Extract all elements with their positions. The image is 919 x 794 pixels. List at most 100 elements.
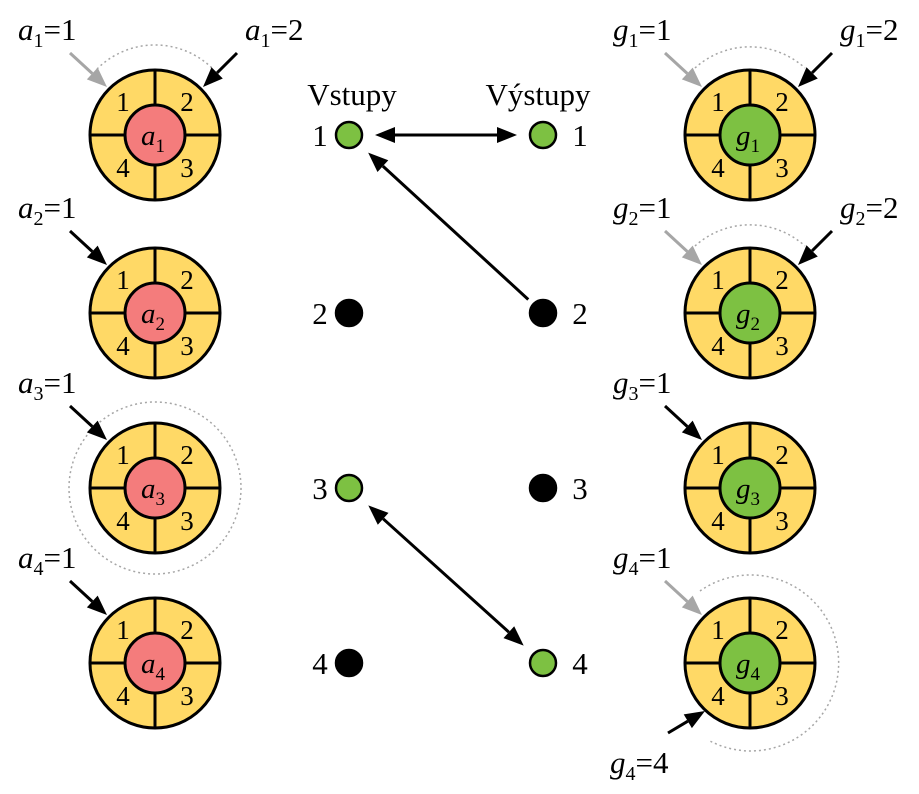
node-dot [334, 473, 364, 503]
sector-label-1: 1 [711, 265, 725, 295]
pointer-arrow [798, 51, 834, 87]
wheel-center [123, 281, 187, 345]
arrow-shaft [68, 51, 94, 75]
arrow-shaft [68, 404, 94, 428]
node-dot [528, 473, 558, 503]
position-label-a2-1: a2=1 [18, 190, 76, 230]
sector-label-2: 2 [775, 615, 789, 645]
arrowhead [86, 595, 107, 615]
node-dot [334, 120, 364, 150]
arrowhead [683, 711, 705, 729]
sector-label-3: 3 [775, 331, 789, 361]
wheel-center-label: a4 [141, 648, 166, 685]
sector-label-2: 2 [180, 265, 194, 295]
pointer-arrow [68, 404, 107, 440]
output-node-4: 4 [528, 646, 588, 681]
arrowhead [86, 245, 107, 265]
output-node-2: 2 [528, 296, 588, 331]
connection-arrow-2 [368, 152, 530, 301]
arrow-shaft [663, 229, 689, 253]
arrow-shaft [216, 51, 239, 74]
output-wheel-2: 1 2 3 4 g2 g2=1 g2=2 [613, 190, 898, 380]
node-dot [528, 298, 558, 328]
wheel-center-label: g3 [736, 473, 760, 510]
output-wheel-4: 1 2 3 4 g4 g4=1 g4=4 [610, 540, 840, 785]
wheels: 1 2 3 4 a1 a1=1 a1=2 1 2 3 4 a2 a2=1 1 2 3 4 a3 a3=1 1 2 3 4 a4… [18, 12, 898, 785]
orbit-arc [699, 574, 840, 752]
output-wheel-1: 1 2 3 4 g1 g1=1 g1=2 [613, 12, 898, 202]
wheel-center [718, 103, 782, 167]
sector-label-2: 2 [775, 87, 789, 117]
position-label-g4-1: g4=1 [613, 540, 671, 580]
node-label: 4 [312, 646, 328, 681]
wheel-center [123, 103, 187, 167]
arrow-shaft [663, 579, 689, 603]
arrow-shaft [667, 719, 689, 735]
arrow-shaft [811, 51, 834, 74]
output-node-1: 1 [528, 118, 588, 153]
node-label: 3 [572, 471, 588, 506]
connection-lines [368, 127, 530, 646]
node-label: 1 [312, 118, 328, 153]
sector-label-4: 4 [116, 681, 130, 711]
sector-label-3: 3 [180, 331, 194, 361]
orbit-circle [68, 401, 242, 575]
sector-label-1: 1 [116, 265, 130, 295]
output-wheel-3: 1 2 3 4 g3 g3=1 [613, 365, 817, 555]
wheel-center [718, 456, 782, 520]
arrowhead [86, 420, 107, 440]
pointer-arrow [68, 229, 107, 265]
pointer-arrow [663, 229, 702, 265]
sector-label-3: 3 [180, 506, 194, 536]
orbit-arc [96, 44, 214, 70]
node-dot [334, 298, 364, 328]
input-node-3: 3 [312, 471, 364, 506]
sector-label-1: 1 [711, 440, 725, 470]
sector-label-3: 3 [180, 681, 194, 711]
arrowhead [497, 127, 517, 143]
wheel-center-label: a2 [141, 298, 165, 335]
outputs-header: Výstupy [485, 77, 591, 112]
sector-label-3: 3 [180, 153, 194, 183]
pointer-arrow [663, 404, 702, 440]
arrowhead [503, 626, 524, 646]
arrowhead [798, 245, 818, 265]
arrowhead [681, 595, 702, 615]
node-label: 1 [572, 118, 588, 153]
sector-label-3: 3 [775, 681, 789, 711]
position-label-g2-2: g2=2 [840, 190, 898, 230]
input-wheel-3: 1 2 3 4 a3 a3=1 [18, 365, 242, 575]
pointer-arrow [68, 51, 107, 87]
arrow-shaft [381, 164, 530, 301]
arrow-shaft [68, 229, 94, 253]
arrowhead [203, 67, 223, 87]
orbit-arc [694, 224, 806, 247]
input-node-1: 1 [312, 118, 364, 153]
sector-label-1: 1 [116, 440, 130, 470]
arrowhead [368, 152, 389, 172]
arrow-shaft [68, 579, 94, 603]
orbit-arc [694, 46, 806, 69]
arrowhead [375, 127, 395, 143]
node-dot [528, 648, 558, 678]
sector-label-1: 1 [711, 615, 725, 645]
position-label-g1-2: g1=2 [840, 12, 898, 52]
sector-label-4: 4 [711, 153, 725, 183]
wheel-center [123, 456, 187, 520]
position-label-g3-1: g3=1 [613, 365, 671, 405]
sector-label-2: 2 [775, 440, 789, 470]
sector-label-2: 2 [180, 440, 194, 470]
position-label-a1-1: a1=1 [18, 12, 76, 52]
input-node-4: 4 [312, 646, 364, 681]
arrowhead [681, 67, 702, 87]
inputs-header: Vstupy [307, 77, 397, 112]
sector-label-2: 2 [775, 265, 789, 295]
node-dot [528, 120, 558, 150]
connection-arrow-3 [368, 505, 524, 646]
position-label-a1-2: a1=2 [245, 12, 303, 52]
input-wheel-1: 1 2 3 4 a1 a1=1 a1=2 [18, 12, 303, 202]
connection-arrow-1 [375, 127, 517, 143]
sector-label-2: 2 [180, 615, 194, 645]
sector-label-4: 4 [711, 506, 725, 536]
